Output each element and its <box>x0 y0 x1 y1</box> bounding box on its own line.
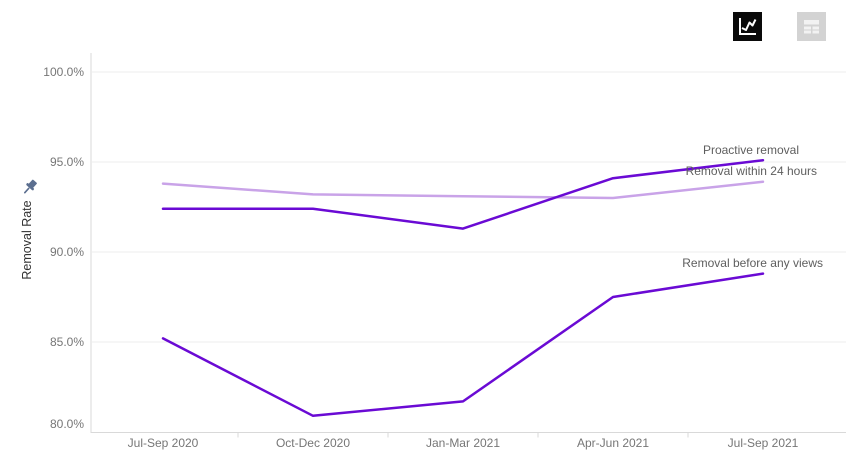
y-tick-label: 100.0% <box>43 65 84 79</box>
y-axis-title-text: Removal Rate <box>20 200 34 279</box>
y-axis-title: Removal Rate <box>20 200 34 279</box>
y-axis-tick-labels: 100.0% 95.0% 90.0% 85.0% 80.0% <box>43 65 84 431</box>
x-tick-label: Jul-Sep 2021 <box>728 436 799 450</box>
x-tick-label: Jul-Sep 2020 <box>128 436 199 450</box>
chart-view-button[interactable] <box>733 12 762 41</box>
series-line-beforeviews[interactable] <box>161 272 765 418</box>
x-tick-label: Jan-Mar 2021 <box>426 436 500 450</box>
series-lines <box>161 158 765 418</box>
table-view-button[interactable] <box>797 12 826 41</box>
y-tick-label: 80.0% <box>50 417 84 431</box>
y-tick-label: 85.0% <box>50 335 84 349</box>
series-line-within24[interactable] <box>161 180 765 200</box>
x-axis-tick-labels: Jul-Sep 2020 Oct-Dec 2020 Jan-Mar 2021 Apr-… <box>128 436 799 450</box>
line-chart-icon <box>733 12 762 41</box>
table-icon <box>797 12 826 41</box>
x-axis-tick-marks <box>237 432 689 438</box>
x-tick-label: Apr-Jun 2021 <box>577 436 649 450</box>
view-toggle <box>733 12 826 41</box>
series-line-proactive[interactable] <box>161 158 765 230</box>
gridlines <box>92 71 846 343</box>
y-tick-label: 90.0% <box>50 245 84 259</box>
series-end-label-within24: Removal within 24 hours <box>686 164 817 178</box>
x-tick-label: Oct-Dec 2020 <box>276 436 350 450</box>
series-end-labels: Proactive removal Removal within 24 hour… <box>682 143 823 270</box>
pin-icon[interactable] <box>21 178 39 196</box>
series-end-label-beforeviews: Removal before any views <box>682 256 823 270</box>
series-end-label-proactive: Proactive removal <box>703 143 799 157</box>
y-tick-label: 95.0% <box>50 155 84 169</box>
